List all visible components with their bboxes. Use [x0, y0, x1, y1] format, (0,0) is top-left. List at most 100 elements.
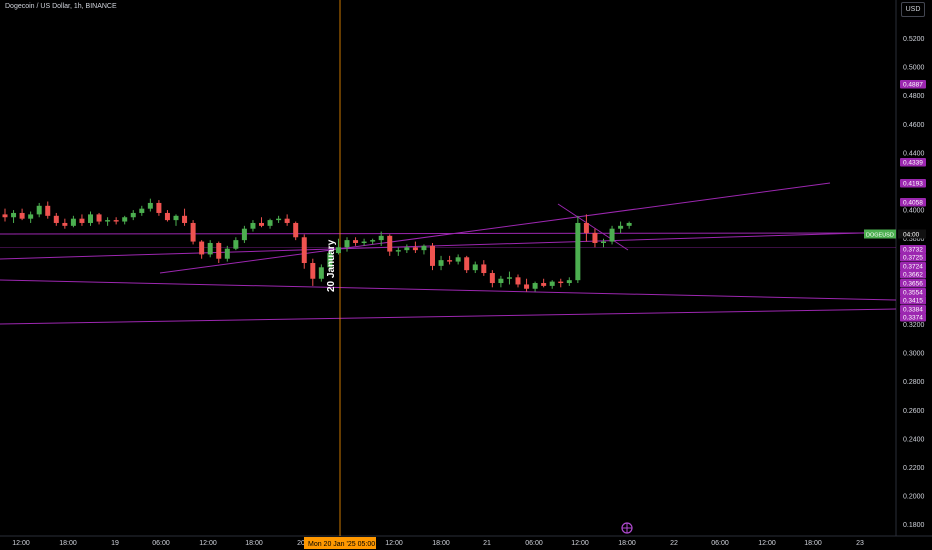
candle-body[interactable] [130, 212, 136, 218]
candle-body[interactable] [173, 215, 179, 221]
candle-body[interactable] [601, 241, 606, 243]
candle-body[interactable] [626, 222, 632, 226]
price-marker [900, 253, 926, 262]
candle-body[interactable] [79, 218, 85, 223]
candle-body[interactable] [361, 241, 367, 243]
candle-body[interactable] [498, 278, 504, 284]
candle-body[interactable] [53, 215, 59, 223]
candle-body[interactable] [412, 247, 418, 251]
candle-body[interactable] [370, 240, 376, 242]
candle-body[interactable] [301, 237, 307, 264]
candle-body[interactable] [532, 283, 538, 289]
candle-body[interactable] [224, 248, 230, 259]
trend-line[interactable] [159, 182, 831, 274]
candle-body[interactable] [592, 232, 598, 243]
candle-body[interactable] [353, 240, 359, 243]
candle-body[interactable] [430, 245, 435, 266]
candle-body[interactable] [113, 220, 119, 222]
candle-body[interactable] [182, 215, 188, 223]
time-tick-label: 06:00 [152, 540, 170, 547]
trend-line[interactable] [0, 308, 897, 325]
candle-body[interactable] [609, 228, 615, 242]
symbol-legend: Dogecoin / US Dollar, 1h, BINANCE [5, 3, 117, 10]
trend-line[interactable] [0, 279, 897, 301]
price-tick-label: 0.3000 [903, 351, 925, 358]
price-tick-label: 0.3200 [903, 322, 925, 329]
candle-body[interactable] [156, 202, 162, 213]
price-marker [900, 288, 926, 297]
candle-body[interactable] [541, 283, 547, 286]
candle-body[interactable] [558, 281, 564, 284]
candle-body[interactable] [335, 247, 341, 253]
candle-body[interactable] [327, 253, 333, 268]
price-tick-label: 0.4600 [903, 122, 925, 129]
candle-body[interactable] [276, 218, 282, 221]
candle-body[interactable] [105, 220, 111, 222]
candle-body[interactable] [310, 263, 316, 279]
candle-body[interactable] [464, 257, 470, 271]
candle-body[interactable] [250, 222, 256, 229]
candle-body[interactable] [241, 228, 247, 241]
price-marker [900, 305, 926, 314]
candle-body[interactable] [233, 240, 239, 249]
price-marker-label: 0.3554 [903, 290, 923, 297]
candle-body[interactable] [36, 205, 42, 215]
candle-body[interactable] [267, 220, 273, 226]
candle-body[interactable] [455, 257, 461, 262]
price-marker [900, 245, 926, 254]
trend-line[interactable] [0, 231, 897, 260]
candle-body[interactable] [618, 225, 624, 229]
candle-body[interactable] [259, 222, 264, 226]
current-price-symbol: DOGEUSD [866, 233, 894, 239]
candle-body[interactable] [216, 242, 222, 259]
candle-body[interactable] [45, 205, 51, 216]
candle-body[interactable] [575, 222, 581, 281]
candle-body[interactable] [190, 222, 196, 242]
price-marker-label: 0.3724 [903, 264, 923, 271]
candle-body[interactable] [28, 214, 34, 219]
candle-body[interactable] [378, 235, 384, 241]
candle-body[interactable] [70, 218, 76, 226]
candle-body[interactable] [19, 212, 25, 219]
trend-line[interactable] [0, 232, 897, 235]
candle-body[interactable] [395, 250, 401, 252]
candle-body[interactable] [549, 281, 555, 286]
price-tick-label: 0.4400 [903, 150, 925, 157]
candle-body[interactable] [387, 235, 393, 252]
candle-body[interactable] [199, 241, 205, 255]
candle-body[interactable] [122, 217, 128, 222]
candle-body[interactable] [164, 212, 170, 221]
candle-body[interactable] [318, 267, 324, 279]
candle-body[interactable] [506, 277, 512, 279]
candle-body[interactable] [344, 240, 350, 248]
trend-line[interactable] [557, 203, 629, 251]
price-marker-label: 0.4887 [903, 82, 923, 89]
candle-body[interactable] [421, 245, 427, 251]
candle-body[interactable] [481, 264, 487, 274]
candle-body[interactable] [566, 280, 572, 284]
price-tick-label: 0.2400 [903, 436, 925, 443]
replay-icon-cross [622, 523, 632, 533]
candle-body[interactable] [147, 202, 153, 209]
candle-body[interactable] [524, 284, 530, 289]
candle-body[interactable] [2, 214, 8, 218]
candle-body[interactable] [139, 208, 145, 213]
candle-body[interactable] [438, 260, 444, 266]
currency-button[interactable]: USD [901, 2, 925, 17]
price-marker [900, 80, 926, 89]
candle-body[interactable] [96, 214, 102, 222]
candle-body[interactable] [207, 242, 213, 255]
candle-body[interactable] [447, 260, 453, 262]
candle-body[interactable] [583, 222, 589, 233]
candle-body[interactable] [284, 218, 290, 223]
candle-body[interactable] [515, 277, 521, 285]
candle-body[interactable] [489, 273, 495, 284]
candle-body[interactable] [293, 222, 299, 238]
candle-body[interactable] [404, 247, 410, 251]
candle-body[interactable] [62, 222, 68, 226]
candle-body[interactable] [88, 214, 93, 223]
candle-body[interactable] [11, 212, 17, 218]
price-marker-label: 0.3384 [903, 307, 923, 314]
candle-body[interactable] [472, 264, 478, 271]
